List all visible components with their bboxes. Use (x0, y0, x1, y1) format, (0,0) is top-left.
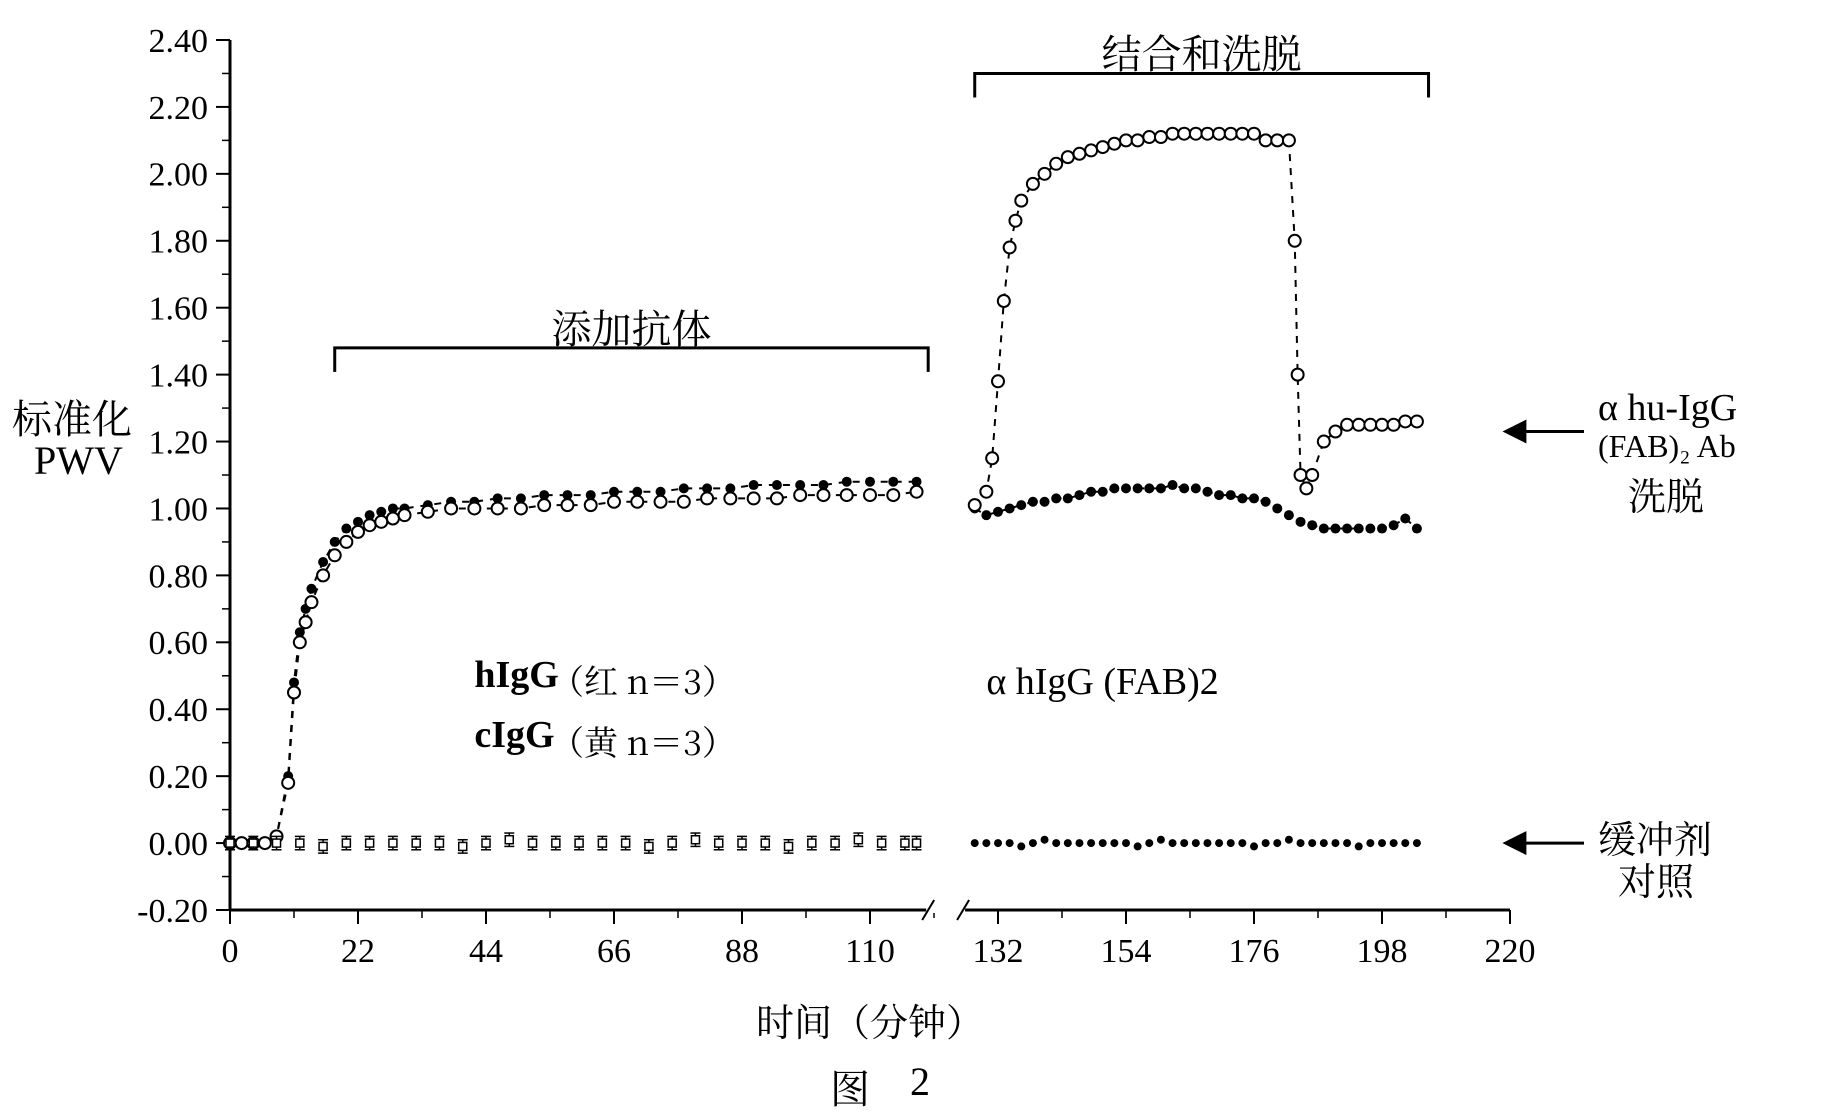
svg-text:0.80: 0.80 (149, 558, 209, 595)
svg-text:2.20: 2.20 (149, 90, 209, 127)
svg-text:2.40: 2.40 (149, 23, 209, 60)
chart-svg: -0.20 0.00 0.20 0.40 0.60 0.80 1.00 1.20 1.40 1.6… (0, 0, 1838, 1083)
legend-cIgG-paren: （黄 n＝3） (550, 716, 736, 765)
y-axis-label-line2: PWV (34, 437, 123, 484)
svg-text:110: 110 (845, 933, 895, 970)
label-alpha-hIgG-fab2: α hIgG (FAB)2 (986, 660, 1218, 704)
bracket-label-bind-elute: 结合和洗脱 (1102, 23, 1302, 80)
figure-caption-number: 2 (910, 1058, 930, 1105)
svg-text:1.80: 1.80 (149, 224, 209, 261)
right-label-ab-line1: α hu-IgG (1598, 386, 1737, 430)
right-label-ab-line2: (FAB)₂ Ab (1598, 428, 1736, 465)
svg-text:0.40: 0.40 (149, 692, 209, 729)
svg-text:0: 0 (222, 933, 239, 970)
svg-text:22: 22 (341, 933, 375, 970)
figure-caption-label: 图 (830, 1058, 870, 1115)
svg-text:132: 132 (973, 933, 1024, 970)
svg-text:0.00: 0.00 (149, 826, 209, 863)
svg-text:0.60: 0.60 (149, 625, 209, 662)
x-axis-label: 时间（分钟） (756, 992, 984, 1047)
svg-text:1.00: 1.00 (149, 491, 209, 528)
svg-text:2.00: 2.00 (149, 157, 209, 194)
legend-hIgG-paren: （红 n＝3） (550, 655, 736, 704)
svg-text:176: 176 (1229, 933, 1280, 970)
svg-text:1.20: 1.20 (149, 424, 209, 461)
legend-hIgG: hIgG (474, 653, 558, 697)
svg-text:-0.20: -0.20 (137, 893, 208, 930)
svg-text:220: 220 (1485, 933, 1536, 970)
svg-text:44: 44 (469, 933, 503, 970)
svg-text:1.60: 1.60 (149, 291, 209, 328)
svg-text:1.40: 1.40 (149, 358, 209, 395)
right-label-buffer-line2: 对照 (1618, 851, 1694, 906)
svg-text:154: 154 (1101, 933, 1152, 970)
right-label-ab-line3: 洗脱 (1628, 466, 1704, 521)
legend-cIgG: cIgG (474, 713, 554, 757)
figure-root: { "canvas": { "width": 1838, "height": 1… (0, 0, 1838, 1083)
svg-text:88: 88 (725, 933, 759, 970)
bracket-label-antibody: 添加抗体 (551, 298, 711, 355)
svg-text:66: 66 (597, 933, 631, 970)
svg-text:0.20: 0.20 (149, 759, 209, 796)
svg-text:198: 198 (1357, 933, 1408, 970)
